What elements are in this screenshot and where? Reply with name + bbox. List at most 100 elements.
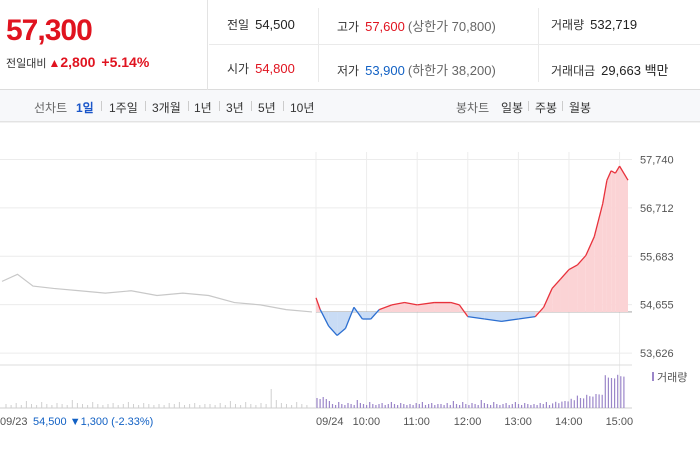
x-tick-label: 14:00 <box>555 416 583 428</box>
tab-1y[interactable]: 1년 <box>194 101 212 115</box>
price-line-up-segment <box>610 170 616 174</box>
tab-separator <box>219 101 220 111</box>
price-line-down-segment <box>319 309 330 327</box>
tab-separator <box>251 101 252 111</box>
stat-low-label: 저가 <box>337 64 360 78</box>
quote-header: 57,300 전일대비 ▲2,800 +5.14% 전일 54,500 고가 57,60… <box>0 0 700 90</box>
price-line-up-segment <box>404 301 418 306</box>
stat-low-value: 53,900 <box>365 63 405 78</box>
x-tick-label: 09/23 <box>0 416 28 428</box>
x-tick-label: 11:00 <box>403 416 430 428</box>
price-line-down-segment <box>501 318 519 323</box>
line-chart-label: 선차트 <box>34 101 68 115</box>
price-line-up-segment <box>585 236 595 256</box>
area-up-segment <box>619 166 628 312</box>
price-line-up-segment <box>619 165 629 181</box>
period-tabs: 선차트 1일 1주일 3개월 1년 3년 5년 10년 봉차트 일봉 주봉 월봉 <box>0 90 700 122</box>
current-price: 57,300 <box>6 14 93 47</box>
area-up-segment <box>602 180 607 312</box>
x-tick-label: 13:00 <box>504 416 532 428</box>
price-line-down-segment <box>370 309 380 320</box>
area-up-segment <box>568 264 578 312</box>
stat-amount-value: 29,663 <box>601 63 641 78</box>
y-tick-label: 57,740 <box>640 155 674 167</box>
price-line-up-segment <box>543 288 553 308</box>
stats-divider <box>209 44 700 45</box>
volume-legend-swatch <box>652 372 654 381</box>
price-line-down-segment <box>336 327 346 336</box>
stat-high: 고가 57,600 (상한가 70,800) <box>337 16 496 35</box>
price-line-up-segment <box>568 264 578 271</box>
stats-column-divider <box>318 8 319 82</box>
tab-1w[interactable]: 1주일 <box>109 101 138 115</box>
tab-10y[interactable]: 10년 <box>290 101 315 115</box>
change-label: 전일대비 <box>6 58 47 70</box>
y-tick-label: 56,712 <box>640 203 674 215</box>
tab-separator <box>528 101 529 111</box>
area-down-segment <box>362 311 371 320</box>
price-line-up-segment <box>614 165 621 174</box>
stat-volume-value: 532,719 <box>590 17 638 32</box>
volume-legend-label: 거래량 <box>657 371 687 384</box>
price-chart[interactable]: 57,740 56,712 55,683 54,655 53,626 거래량 09/23 09… <box>0 122 700 450</box>
tab-daily[interactable]: 일봉 <box>501 101 524 115</box>
area-down-segment <box>328 311 338 336</box>
stat-prev-value: 54,500 <box>255 17 295 32</box>
stat-high-value: 57,600 <box>365 19 405 34</box>
area-up-segment <box>577 255 586 312</box>
price-line-up-segment <box>450 301 460 306</box>
candle-chart-label: 봉차트 <box>456 101 490 115</box>
tab-separator <box>188 101 189 111</box>
prev-day-line <box>1 273 313 313</box>
price-line-up-segment <box>593 203 604 237</box>
price-line-up-segment <box>560 269 570 280</box>
x-tick-label: 10:00 <box>353 416 381 428</box>
price-line-down-segment <box>518 316 536 320</box>
price-block: 57,300 전일대비 ▲2,800 +5.14% <box>0 0 208 90</box>
y-tick-label: 53,626 <box>640 348 674 360</box>
price-line-up-segment <box>534 306 545 318</box>
stat-volume-label: 거래량 <box>551 18 585 32</box>
stat-amount-label: 거래대금 <box>551 64 596 78</box>
stat-lower-limit: (하한가 38,200) <box>407 63 496 78</box>
tab-weekly[interactable]: 주봉 <box>535 101 558 115</box>
tab-3y[interactable]: 3년 <box>226 101 244 115</box>
price-line-up-segment <box>576 255 587 266</box>
tab-separator <box>562 101 563 111</box>
stat-amount: 거래대금 29,663 백만 <box>551 60 668 79</box>
prev-close-note: 54,500 ▼1,300 (-2.33%) <box>33 416 153 428</box>
area-up-segment <box>615 166 620 312</box>
stat-open: 시가 54,800 <box>227 60 295 77</box>
stats-panel: 전일 54,500 고가 57,600 (상한가 70,800) 거래량 532,719… <box>209 0 700 90</box>
stat-high-label: 고가 <box>337 20 360 34</box>
price-line-down-segment <box>353 306 363 320</box>
price-line-down-segment <box>484 318 502 323</box>
price-line-up-segment <box>391 301 405 306</box>
stat-open-label: 시가 <box>227 62 250 76</box>
stats-column-divider <box>538 8 539 82</box>
x-tick-label: 12:00 <box>454 416 482 428</box>
stat-open-value: 54,800 <box>255 61 295 76</box>
price-line-up-segment <box>602 180 608 204</box>
tab-1d[interactable]: 1일 <box>76 101 94 115</box>
stat-upper-limit: (상한가 70,800) <box>407 19 496 34</box>
stat-prev: 전일 54,500 <box>227 16 295 33</box>
tab-5y[interactable]: 5년 <box>258 101 276 115</box>
area-up-segment <box>434 302 451 312</box>
tab-separator <box>101 101 102 111</box>
x-tick-label: 09/24 <box>316 416 344 428</box>
price-line-up-segment <box>417 301 435 306</box>
change-row: 전일대비 ▲2,800 +5.14% <box>6 54 149 71</box>
price-line-up-segment <box>458 304 469 318</box>
stat-prev-label: 전일 <box>227 18 250 32</box>
area-up-segment <box>560 269 569 312</box>
price-line-down-segment <box>328 325 338 336</box>
tab-monthly[interactable]: 월봉 <box>569 101 592 115</box>
area-up-segment <box>606 170 612 312</box>
tab-3m[interactable]: 3개월 <box>152 101 181 115</box>
x-tick-label: 15:00 <box>606 416 634 428</box>
area-up-segment <box>611 170 616 312</box>
change-percent: +5.14% <box>101 54 150 70</box>
stat-low: 저가 53,900 (하한가 38,200) <box>337 60 496 79</box>
tab-separator <box>145 101 146 111</box>
